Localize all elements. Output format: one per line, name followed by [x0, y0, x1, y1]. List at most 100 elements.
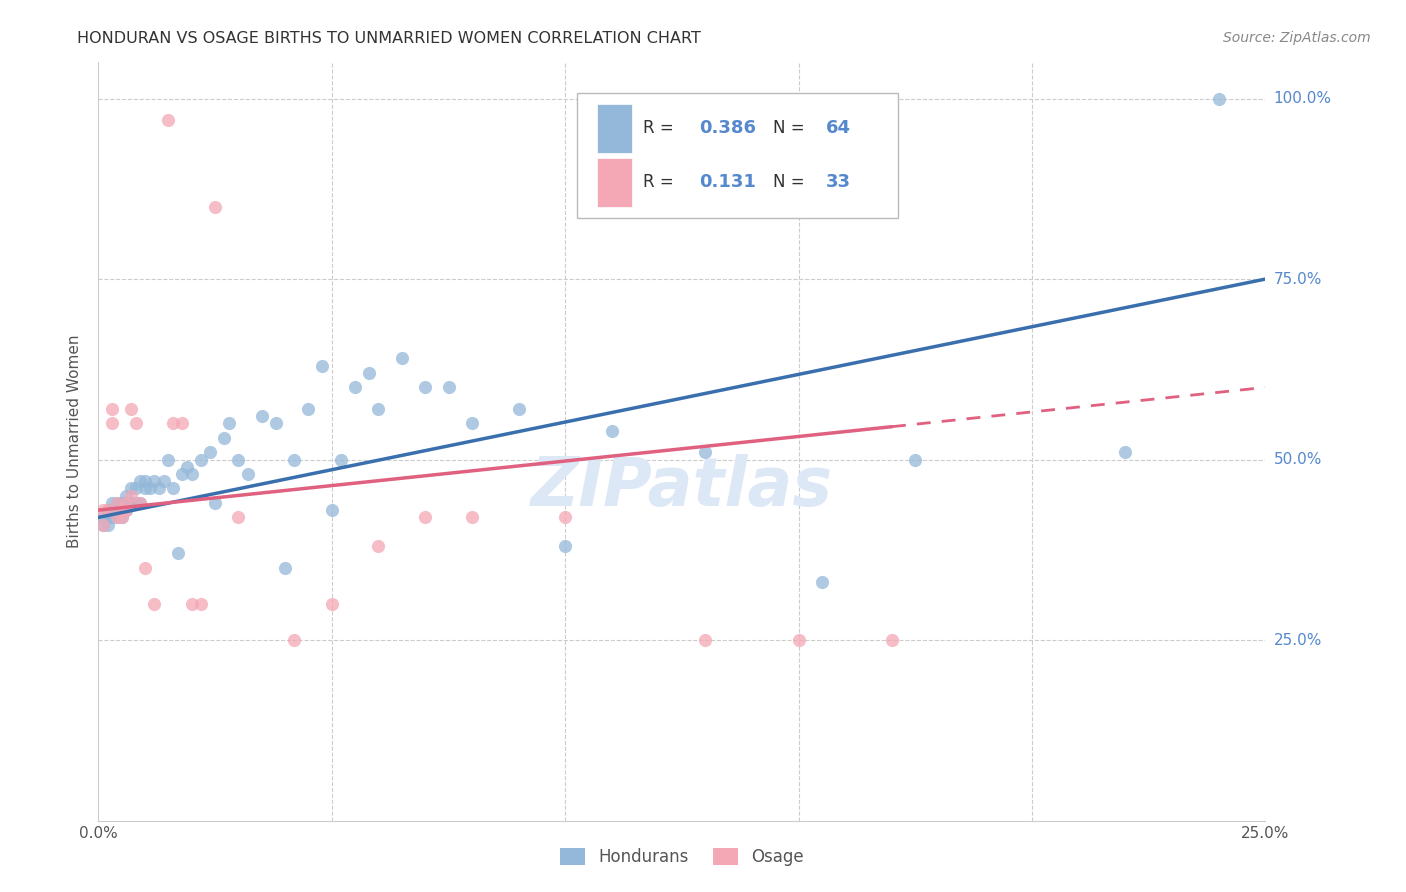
- Point: [111, 510, 134, 524]
- Text: Source: ZipAtlas.com: Source: ZipAtlas.com: [1223, 31, 1371, 45]
- Point: [101, 503, 124, 517]
- Point: [125, 417, 148, 431]
- Point: [115, 503, 138, 517]
- Point: [157, 113, 180, 128]
- Point: [274, 561, 297, 575]
- Text: ZIPatlas: ZIPatlas: [531, 454, 832, 520]
- Point: [461, 510, 484, 524]
- Point: [1208, 91, 1230, 105]
- Point: [200, 445, 222, 459]
- Text: R =: R =: [644, 173, 685, 191]
- Point: [134, 482, 156, 496]
- Point: [101, 402, 124, 417]
- Point: [105, 510, 128, 524]
- Y-axis label: Births to Unmarried Women: Births to Unmarried Women: [67, 334, 83, 549]
- Point: [367, 402, 389, 417]
- Point: [600, 424, 623, 438]
- Point: [176, 459, 198, 474]
- Point: [413, 510, 436, 524]
- Text: 100.0%: 100.0%: [1274, 91, 1331, 106]
- Point: [115, 489, 138, 503]
- Point: [111, 510, 134, 524]
- Bar: [596, 103, 631, 153]
- Legend: Hondurans, Osage: Hondurans, Osage: [553, 841, 811, 873]
- Point: [129, 496, 152, 510]
- Point: [321, 503, 343, 517]
- Point: [101, 510, 124, 524]
- Point: [391, 351, 413, 366]
- Text: 50.0%: 50.0%: [1274, 452, 1322, 467]
- Point: [143, 597, 166, 611]
- Point: [134, 561, 156, 575]
- Point: [367, 539, 389, 553]
- Point: [554, 539, 576, 553]
- Point: [139, 482, 162, 496]
- Point: [359, 366, 381, 380]
- Point: [111, 496, 134, 510]
- Point: [97, 517, 120, 532]
- Point: [180, 467, 202, 481]
- Point: [204, 200, 226, 214]
- Point: [148, 482, 170, 496]
- Point: [91, 517, 114, 532]
- Point: [115, 503, 138, 517]
- Point: [120, 496, 142, 510]
- Point: [129, 475, 152, 489]
- Point: [172, 467, 194, 481]
- Point: [97, 503, 120, 517]
- Point: [91, 517, 114, 532]
- Point: [120, 489, 142, 503]
- Point: [204, 496, 226, 510]
- Point: [554, 510, 576, 524]
- Point: [152, 475, 174, 489]
- Point: [111, 503, 134, 517]
- Text: 0.131: 0.131: [699, 173, 756, 191]
- Point: [91, 510, 114, 524]
- Point: [172, 417, 194, 431]
- Point: [125, 482, 148, 496]
- Text: 25.0%: 25.0%: [1274, 632, 1322, 648]
- Text: HONDURAN VS OSAGE BIRTHS TO UNMARRIED WOMEN CORRELATION CHART: HONDURAN VS OSAGE BIRTHS TO UNMARRIED WO…: [77, 31, 702, 46]
- Point: [321, 597, 343, 611]
- Text: 0.386: 0.386: [699, 120, 756, 137]
- Point: [143, 475, 166, 489]
- Point: [311, 359, 333, 373]
- Point: [105, 496, 128, 510]
- Point: [166, 546, 188, 560]
- Bar: [596, 158, 631, 207]
- Point: [1114, 445, 1136, 459]
- Point: [283, 633, 305, 648]
- Point: [157, 452, 180, 467]
- Text: N =: N =: [773, 120, 810, 137]
- Point: [111, 503, 134, 517]
- Point: [264, 417, 287, 431]
- Point: [236, 467, 259, 481]
- Point: [811, 575, 834, 590]
- Text: 64: 64: [825, 120, 851, 137]
- Point: [101, 496, 124, 510]
- Text: 33: 33: [825, 173, 851, 191]
- Text: 75.0%: 75.0%: [1274, 271, 1322, 286]
- Point: [190, 597, 212, 611]
- Point: [413, 380, 436, 394]
- Point: [190, 452, 212, 467]
- Text: N =: N =: [773, 173, 810, 191]
- Point: [461, 417, 484, 431]
- Point: [91, 503, 114, 517]
- Point: [120, 482, 142, 496]
- Point: [101, 417, 124, 431]
- Point: [330, 452, 353, 467]
- Point: [105, 496, 128, 510]
- Point: [250, 409, 273, 424]
- Point: [344, 380, 367, 394]
- FancyBboxPatch shape: [576, 93, 898, 218]
- Point: [695, 633, 717, 648]
- Text: R =: R =: [644, 120, 679, 137]
- Point: [180, 597, 202, 611]
- Point: [283, 452, 305, 467]
- Point: [120, 402, 142, 417]
- Point: [115, 496, 138, 510]
- Point: [214, 431, 236, 445]
- Point: [508, 402, 530, 417]
- Point: [228, 510, 250, 524]
